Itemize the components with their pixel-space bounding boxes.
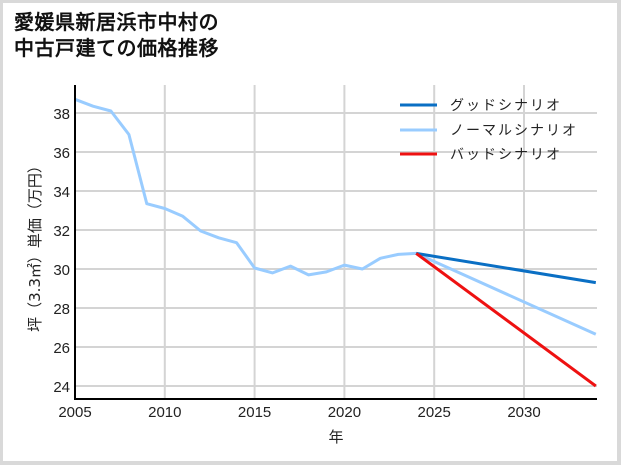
- x-tick-label: 2020: [328, 404, 361, 421]
- frame-border-left: [0, 0, 3, 465]
- y-axis-label: 坪（3.3㎡）単価（万円）: [26, 158, 44, 332]
- y-tick-label: 36: [53, 145, 70, 162]
- legend: グッドシナリオ ノーマルシナリオ バッドシナリオ: [400, 98, 578, 163]
- x-tick-label: 2025: [418, 404, 451, 421]
- y-tick-label: 24: [53, 379, 70, 396]
- legend-label-normal: ノーマルシナリオ: [450, 123, 578, 139]
- y-tick-label: 28: [53, 301, 70, 318]
- series-line-bad: [415, 252, 597, 388]
- x-axis-label: 年: [328, 428, 343, 446]
- chart-title: 愛媛県新居浜市中村の 中古戸建ての価格推移: [14, 9, 219, 61]
- grid-lines: [75, 85, 597, 399]
- series-line-good: [415, 251, 597, 285]
- x-tick-label: 2030: [507, 404, 540, 421]
- x-tick-label: 2010: [148, 404, 181, 421]
- x-tick-label: 2005: [58, 404, 91, 421]
- title-line-2: 中古戸建ての価格推移: [14, 36, 219, 60]
- legend-label-good: グッドシナリオ: [450, 98, 562, 114]
- axes: [74, 85, 597, 400]
- series-lines: [74, 97, 597, 388]
- legend-label-bad: バッドシナリオ: [450, 147, 562, 163]
- y-tick-labels: 24 26 28 30 32 34 36 38: [53, 106, 70, 396]
- y-tick-label: 30: [53, 262, 70, 279]
- y-tick-label: 32: [53, 223, 70, 240]
- x-tick-label: 2015: [238, 404, 271, 421]
- frame-border-top: [0, 0, 621, 3]
- title-line-1: 愛媛県新居浜市中村の: [14, 10, 219, 34]
- x-tick-labels: 2005 2010 2015 2020 2025 2030: [58, 404, 540, 421]
- y-tick-label: 26: [53, 340, 70, 357]
- series-line-normal: [74, 97, 597, 336]
- y-tick-label: 34: [53, 184, 70, 201]
- y-tick-label: 38: [53, 106, 70, 123]
